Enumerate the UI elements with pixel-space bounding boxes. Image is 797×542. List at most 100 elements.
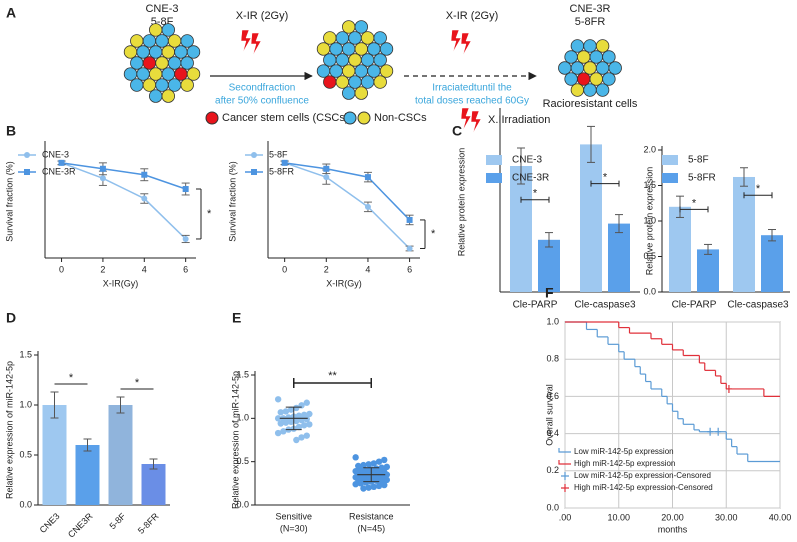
point <box>323 165 330 172</box>
y-tick-label: 0.0 <box>19 499 32 509</box>
legend-text: 5-8F <box>269 149 288 159</box>
y-tick-label: 0.5 <box>236 456 249 466</box>
cell <box>161 45 176 59</box>
panel-label: F <box>545 285 554 301</box>
cancer-stem-cell <box>577 72 591 86</box>
significance-label: * <box>431 228 436 240</box>
cell <box>342 42 356 56</box>
cell <box>136 67 150 81</box>
cell <box>602 72 616 86</box>
x-tick-label: 30.00 <box>715 512 738 522</box>
point <box>306 410 313 418</box>
point <box>375 458 383 465</box>
y-tick-label: 0.5 <box>643 251 656 261</box>
cell <box>329 64 343 78</box>
y-axis-label: Relative expression of miR-142-5p <box>4 361 14 499</box>
cell <box>342 20 356 34</box>
legend-marker <box>558 448 571 453</box>
x-tick-label: Cle-caspase3 <box>727 300 789 311</box>
cell <box>373 53 387 67</box>
point <box>406 245 413 252</box>
cell <box>186 67 201 81</box>
y-tick-label: 1.0 <box>19 399 32 409</box>
legend-marker <box>24 152 30 158</box>
y-axis-label: Relative expression of miR-142-5p <box>230 371 240 509</box>
legend-marker <box>251 152 257 158</box>
legend-text: High miR-142-5p expression-Censored <box>574 483 713 492</box>
bar <box>75 445 100 505</box>
cell <box>155 56 169 70</box>
cell <box>595 39 610 53</box>
panel-label: A <box>6 5 16 21</box>
cell <box>123 45 138 59</box>
cell <box>130 78 144 92</box>
y-tick-label: 2.0 <box>643 144 656 154</box>
bar <box>141 464 166 505</box>
point <box>303 416 310 423</box>
y-tick-label: 1.0 <box>546 316 559 326</box>
point <box>370 460 378 467</box>
point <box>182 235 189 242</box>
x-tick-label: 4 <box>142 264 147 274</box>
point <box>287 418 295 425</box>
x-tick-label: 2 <box>100 264 105 274</box>
cell <box>323 31 337 45</box>
lightning-bolt <box>460 32 472 56</box>
point <box>365 484 372 491</box>
cell <box>564 50 578 64</box>
cell <box>379 42 394 56</box>
point <box>303 432 310 439</box>
point <box>352 454 359 461</box>
arrow-label: X-IR (2Gy) <box>236 10 289 22</box>
cell <box>360 75 375 89</box>
significance-label: * <box>135 377 140 389</box>
cell <box>161 67 176 81</box>
y-tick-label: 1.5 <box>236 369 249 379</box>
point <box>360 485 367 492</box>
cell <box>342 86 356 100</box>
cell <box>167 34 182 48</box>
y-tick-label: 1.5 <box>643 180 656 190</box>
point <box>370 483 378 490</box>
cell <box>142 34 157 48</box>
point <box>383 476 391 484</box>
bar <box>580 144 602 292</box>
cell <box>564 72 578 86</box>
legend-text: 5-8FR <box>688 173 716 184</box>
y-tick-label: 0.5 <box>19 449 32 459</box>
cell-line-name: CNE-3 <box>145 3 178 15</box>
cell <box>589 50 604 64</box>
arrow-note: total doses reached 60Gy <box>415 96 529 107</box>
cell <box>354 64 369 78</box>
bar <box>538 239 560 292</box>
cell <box>316 42 331 56</box>
series-line <box>61 162 186 190</box>
legend-marker <box>558 460 571 465</box>
cell <box>354 42 369 56</box>
cell <box>155 78 169 92</box>
cell <box>354 20 369 34</box>
y-tick-label: 0.2 <box>546 465 559 475</box>
y-axis-label: Relative protein expression <box>456 148 466 257</box>
cell <box>335 31 350 45</box>
point <box>373 477 380 484</box>
legend-text: CNE-3 <box>42 149 69 159</box>
lightning-bolt <box>450 29 462 53</box>
cell <box>570 83 585 97</box>
y-axis-label: Relative protein expression <box>644 167 654 276</box>
x-tick-label: 0 <box>59 264 64 274</box>
cell <box>329 42 343 56</box>
cell <box>570 61 585 75</box>
series-line <box>284 162 411 221</box>
significance-label: * <box>207 208 212 220</box>
lightning-bolt <box>460 107 472 131</box>
y-axis-label: Overall survival <box>544 384 554 446</box>
y-tick-label: 0.8 <box>546 354 559 364</box>
cell <box>161 23 176 37</box>
y-tick-label: 1.0 <box>643 215 656 225</box>
point <box>381 481 388 489</box>
point <box>293 436 300 444</box>
cell-line-name: 5-8FR <box>575 16 606 28</box>
